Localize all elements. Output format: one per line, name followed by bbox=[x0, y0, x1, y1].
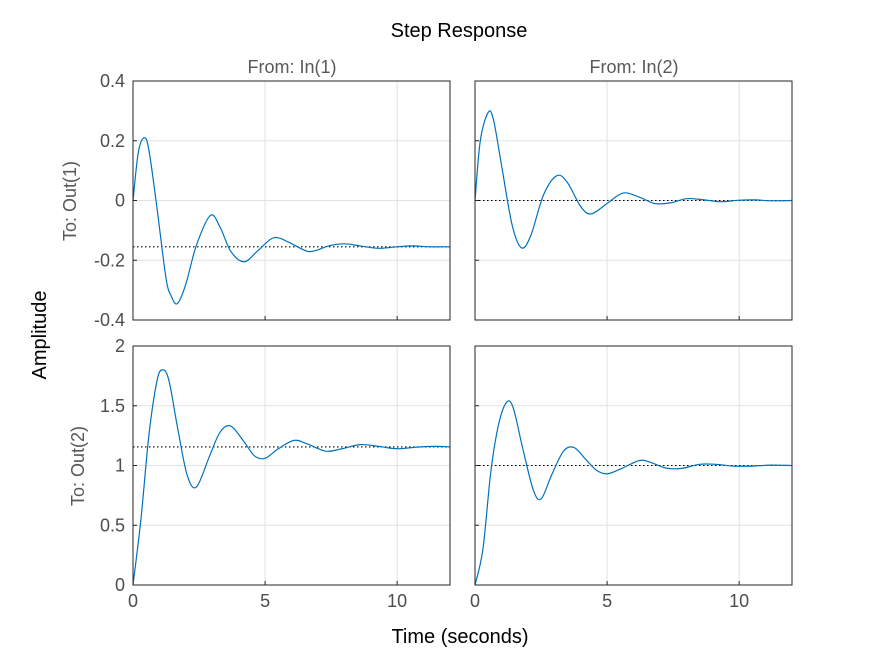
response-curve bbox=[474, 110, 793, 249]
x-tick-label: 5 bbox=[602, 591, 612, 611]
panel-r1-c1: -0.4 -0.2 0 0.2 0.4 bbox=[94, 71, 451, 330]
y-tick-label: 0.4 bbox=[100, 71, 125, 91]
x-axis-label: Time (seconds) bbox=[391, 626, 528, 648]
y-tick-label: 1 bbox=[115, 456, 125, 476]
y-tick-label: 1.5 bbox=[100, 396, 125, 416]
x-tick-label: 10 bbox=[729, 591, 749, 611]
response-curve bbox=[132, 369, 451, 586]
panel-r1-c2 bbox=[474, 80, 793, 321]
y-tick-label: -0.4 bbox=[94, 310, 125, 330]
x-tick-label: 0 bbox=[128, 591, 138, 611]
y-tick-label: 2 bbox=[115, 336, 125, 356]
y-axis-label: Amplitude bbox=[29, 291, 51, 380]
column-title-in2: From: In(2) bbox=[589, 57, 678, 77]
row-title-out1: To: Out(1) bbox=[60, 161, 80, 241]
y-tick-label: 0 bbox=[115, 575, 125, 595]
panels-group: -0.4 -0.2 0 0.2 0.4 0 0.5 1 1.5 2 0 5 10 0 5 10 bbox=[94, 71, 793, 611]
panel-r2-c1: 0 0.5 1 1.5 2 0 5 10 bbox=[100, 336, 451, 611]
y-tick-label: 0.2 bbox=[100, 131, 125, 151]
y-tick-label: -0.2 bbox=[94, 250, 125, 270]
chart-title: Step Response bbox=[391, 20, 528, 42]
row-title-out2: To: Out(2) bbox=[68, 426, 88, 506]
x-tick-label: 10 bbox=[387, 591, 407, 611]
column-title-in1: From: In(1) bbox=[247, 57, 336, 77]
x-tick-label: 0 bbox=[470, 591, 480, 611]
response-curve bbox=[132, 137, 451, 305]
panel-r2-c2: 0 5 10 bbox=[470, 345, 793, 611]
y-tick-label: 0 bbox=[115, 191, 125, 211]
x-tick-label: 5 bbox=[260, 591, 270, 611]
response-curve bbox=[474, 400, 793, 586]
y-tick-label: 0.5 bbox=[100, 515, 125, 535]
